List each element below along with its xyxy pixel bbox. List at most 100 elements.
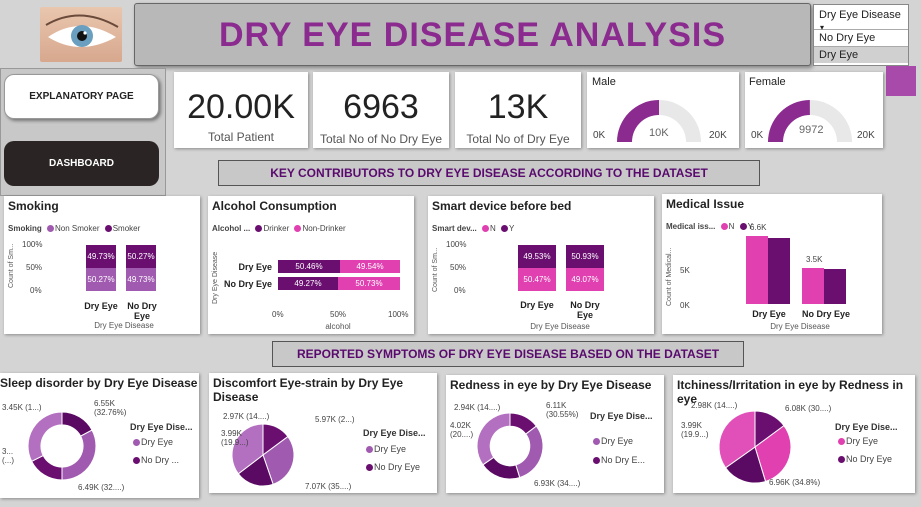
bar-segment: 50.93% xyxy=(566,245,604,268)
card-title: Discomfort Eye-strain by Dry Eye Disease xyxy=(213,376,404,404)
category-label: No Dry Eye xyxy=(570,300,600,320)
bar-segment: 50.73% xyxy=(338,277,400,290)
legend-dot xyxy=(739,223,747,231)
gauge-card-male: Male 0K 10K 20K xyxy=(587,72,739,148)
slicer-option-dry-eye[interactable]: Dry Eye xyxy=(814,46,908,63)
slice xyxy=(724,446,767,484)
legend-text: Dry Eye xyxy=(601,436,634,446)
slice xyxy=(61,429,97,481)
legend: Alcohol ... Drinker Non-Drinker xyxy=(212,224,346,233)
slicer-option-no-dry-eye[interactable]: No Dry Eye xyxy=(814,29,908,46)
itchiness-pie xyxy=(718,410,792,484)
bar-y xyxy=(824,269,846,304)
smart-device-card: Smart device before bed Smart dev... N Y… xyxy=(428,196,654,334)
legend-text: No Dry Eye xyxy=(846,454,893,464)
medical-issue-card: Medical Issue Medical iss... N Y Count o… xyxy=(662,194,882,334)
slicer-title: Dry Eye Disease xyxy=(819,9,901,21)
bar-segment: 50.47% xyxy=(518,268,556,291)
legend-item: No Dry E... xyxy=(590,455,645,465)
legend-dot xyxy=(593,438,600,446)
slice-label: 2.94K (14....) xyxy=(454,403,501,412)
legend-item: Non-Drinker xyxy=(302,224,346,233)
legend-text: No Dry Eye xyxy=(374,462,421,472)
legend-item: Drinker xyxy=(263,224,290,233)
title-banner: DRY EYE DISEASE ANALYSIS xyxy=(134,3,811,66)
slice-label: 6.49K (32....) xyxy=(78,483,125,492)
y-tick: 100% xyxy=(446,240,467,249)
card-title: Redness in eye by Dry Eye Disease xyxy=(450,378,652,392)
slice xyxy=(718,410,756,469)
legend-dot xyxy=(593,457,600,465)
kpi-label: Total No of Dry Eye xyxy=(466,132,570,146)
gauge-male xyxy=(617,100,701,142)
bar-segment: 49.73% xyxy=(86,245,116,268)
gauge-max: 20K xyxy=(857,130,875,141)
x-axis-label: Dry Eye Disease xyxy=(94,321,154,330)
legend-dot xyxy=(838,438,845,446)
kpi-value: 20.00K xyxy=(187,88,295,126)
legend-dot xyxy=(720,223,728,231)
legend-title: Dry Eye Dise... xyxy=(590,411,653,421)
bar-segment: 50.46% xyxy=(278,260,340,273)
legend-item: Y xyxy=(509,224,515,233)
legend-item: Dry Eye xyxy=(835,436,878,446)
redness-donut xyxy=(476,412,544,480)
slice xyxy=(237,454,274,487)
gauge-card-female: Female 0K 9972 20K xyxy=(745,72,883,148)
slice-label: 4.02K (20....) xyxy=(450,421,474,439)
bar-segment: 49.27% xyxy=(278,277,338,290)
bar-segment: 49.07% xyxy=(566,268,604,291)
kpi-label: Total Patient xyxy=(207,130,275,144)
dry-eye-slicer[interactable]: Dry Eye Disease ▾ No Dry Eye Dry Eye xyxy=(813,4,909,66)
sleep-disorder-card: Sleep disorder by Dry Eye Disease 3.45K … xyxy=(0,373,199,498)
legend-title: Alcohol ... xyxy=(212,224,251,233)
legend-item: Smoker xyxy=(112,224,141,233)
contributors-banner: KEY CONTRIBUTORS TO DRY EYE DISEASE ACCO… xyxy=(218,160,760,186)
legend-item: No Dry ... xyxy=(130,455,179,465)
card-title: Itchiness/Irritation in eye by Redness i… xyxy=(677,378,904,406)
legend-item: N xyxy=(728,222,735,231)
category-label: Dry Eye xyxy=(238,262,272,272)
x-tick: 100% xyxy=(388,310,409,319)
accent-block xyxy=(886,66,916,96)
legend-dot xyxy=(47,225,55,233)
bar-n xyxy=(802,268,824,304)
gauge-female xyxy=(768,100,852,142)
y-axis-label: Count of Sm... xyxy=(8,243,15,288)
slice-label: 6.96K (34.8%) xyxy=(769,478,821,487)
legend-item: Dry Eye xyxy=(590,436,633,446)
itchiness-card: Itchiness/Irritation in eye by Redness i… xyxy=(673,375,915,493)
legend-dot xyxy=(255,225,263,233)
smoking-card: Smoking Smoking Non Smoker Smoker Count … xyxy=(4,196,200,334)
legend-title: Dry Eye Dise... xyxy=(130,422,193,432)
gauge-value: 10K xyxy=(649,127,669,139)
legend-text: No Dry E... xyxy=(601,455,646,465)
legend-dot xyxy=(838,456,845,464)
legend-item: No Dry Eye xyxy=(363,462,420,472)
kpi-value: 6963 xyxy=(343,88,419,126)
y-tick: 100% xyxy=(22,240,43,249)
y-tick: 0K xyxy=(680,301,690,310)
slice-label: 2.98K (14....) xyxy=(691,401,738,410)
legend-title: Dry Eye Dise... xyxy=(363,428,426,438)
bar-segment: 49.53% xyxy=(518,245,556,268)
x-tick: 0% xyxy=(272,310,284,319)
gauge-title: Female xyxy=(749,76,786,88)
dashboard-button[interactable]: DASHBOARD xyxy=(4,141,159,186)
legend-item: Dry Eye xyxy=(130,437,173,447)
bar-n xyxy=(746,236,768,304)
bar-y xyxy=(768,238,790,304)
kpi-no-dry-eye: 6963 Total No of No Dry Eye xyxy=(313,72,449,148)
chevron-down-icon[interactable]: ▾ xyxy=(820,23,825,32)
legend-item: Non Smoker xyxy=(55,224,100,233)
legend-dot xyxy=(482,225,489,233)
bar-segment: 50.27% xyxy=(86,268,116,291)
y-tick: 0% xyxy=(30,286,42,295)
legend-title: Dry Eye Dise... xyxy=(835,422,898,432)
explanatory-page-button[interactable]: EXPLANATORY PAGE xyxy=(4,74,159,119)
slice xyxy=(262,435,295,485)
category-label: No Dry Eye xyxy=(127,301,157,321)
legend-dot xyxy=(501,225,509,233)
category-label: Dry Eye xyxy=(520,300,554,310)
category-label: No Dry Eye xyxy=(223,279,272,289)
